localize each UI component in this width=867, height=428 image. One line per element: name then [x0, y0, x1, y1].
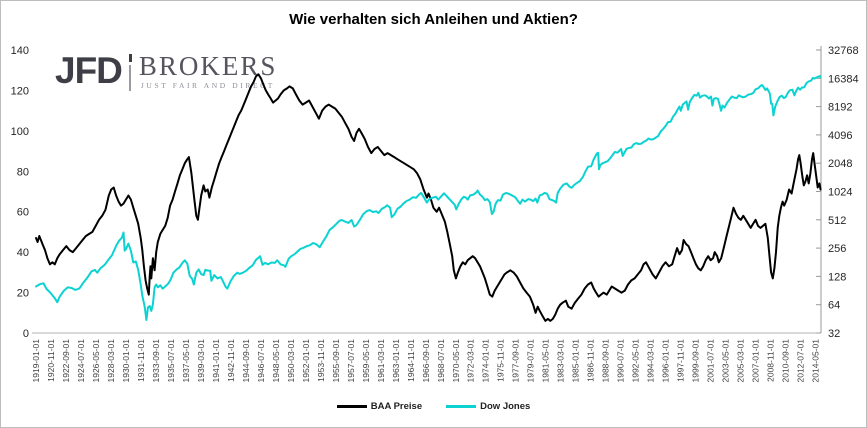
left-axis-tick-label: 0	[23, 328, 29, 340]
x-axis-tick-label: 1941-01-01	[211, 339, 221, 383]
x-axis-tick-label: 1930-01-01	[121, 339, 131, 383]
right-axis-tick-label: 32	[828, 328, 840, 340]
x-axis-tick-label: 1983-03-01	[556, 339, 566, 383]
x-axis-tick-label: 1997-11-01	[676, 339, 686, 382]
x-axis-tick-label: 2007-01-01	[751, 339, 761, 383]
x-axis-tick-label: 1944-09-01	[241, 339, 251, 383]
chart-legend: BAA Preise Dow Jones	[1, 398, 866, 414]
x-axis-tick-label: 1955-09-01	[331, 339, 341, 383]
x-axis-tick-label: 1952-01-01	[301, 339, 311, 383]
left-axis-tick-label: 120	[11, 85, 29, 97]
left-axis-tick-label: 140	[11, 45, 29, 57]
logo-jfd-text: JFD	[55, 50, 123, 91]
x-axis-tick-label: 1946-07-01	[256, 339, 266, 383]
x-axis-tick-label: 1928-03-01	[106, 339, 116, 383]
x-axis-tick-label: 1926-05-01	[91, 339, 101, 383]
x-axis-tick-label: 2012-07-01	[796, 339, 806, 383]
x-axis-tick-label: 1920-11-01	[46, 339, 56, 382]
legend-label-baa: BAA Preise	[370, 400, 423, 412]
right-axis-tick-label: 16384	[828, 73, 859, 85]
x-axis-tick-label: 1979-07-01	[526, 339, 536, 383]
left-axis-tick-label: 100	[11, 126, 29, 138]
legend-label-dow: Dow Jones	[480, 400, 531, 412]
baa-preise-series-line	[35, 73, 822, 322]
x-axis-tick-label: 1964-11-01	[406, 339, 416, 382]
x-axis-tick-label: 1988-09-01	[601, 339, 611, 383]
x-axis-tick-label: 1924-07-01	[76, 339, 86, 383]
dow-line-swatch	[446, 404, 477, 408]
logo-brokers-text: BROKERS	[138, 51, 278, 81]
legend-item-dow: Dow Jones	[446, 401, 530, 412]
x-axis-tick-label: 1922-09-01	[61, 339, 71, 383]
x-axis-tick-label: 1937-05-01	[181, 339, 191, 383]
baa-line-swatch	[336, 404, 367, 408]
x-axis-tick-label: 1968-07-01	[436, 339, 446, 383]
x-axis-tick-label: 1985-01-01	[571, 339, 581, 383]
x-axis-tick-label: 2005-03-01	[736, 339, 746, 383]
x-axis-tick-label: 1992-05-01	[631, 339, 641, 383]
jfd-brokers-logo: JFD BROKERS JUST FAIR AND DIRECT	[55, 51, 277, 91]
x-axis-tick-label: 2014-05-01	[811, 339, 821, 383]
right-axis-tick-label: 512	[828, 215, 846, 227]
x-axis-tick-label: 1950-03-01	[286, 339, 296, 383]
x-axis-tick-label: 1933-09-01	[151, 339, 161, 383]
logo-tagline-text: JUST FAIR AND DIRECT	[140, 81, 275, 90]
x-axis-tick-label: 1981-05-01	[541, 339, 551, 383]
x-axis-tick-label: 1939-03-01	[196, 339, 206, 383]
x-axis-tick-label: 1977-09-01	[511, 339, 521, 383]
x-axis-tick-label: 1957-07-01	[346, 339, 356, 383]
x-axis-tick-label: 1975-11-01	[496, 339, 506, 382]
x-axis-tick-label: 1942-11-01	[226, 339, 236, 382]
dow-jones-series-line	[35, 75, 822, 321]
x-axis-tick-label: 1999-09-01	[691, 339, 701, 383]
x-axis-tick-label: 2010-09-01	[781, 339, 791, 383]
left-axis-tick-label: 60	[17, 207, 29, 219]
x-axis-tick-label: 1990-07-01	[616, 339, 626, 383]
x-axis-tick-label: 2008-11-01	[766, 339, 776, 382]
right-axis-tick-label: 4096	[828, 130, 852, 142]
x-axis-tick-label: 1935-07-01	[166, 339, 176, 383]
right-axis-tick-label: 128	[828, 271, 846, 283]
logo-wordmark: BROKERS JUST FAIR AND DIRECT	[138, 51, 278, 91]
right-axis-tick-label: 32768	[828, 45, 859, 57]
left-axis-tick-label: 20	[17, 288, 29, 300]
right-axis-tick-label: 1024	[828, 187, 852, 199]
x-axis-tick-label: 2001-07-01	[706, 339, 716, 383]
x-axis-tick-label: 1959-05-01	[361, 339, 371, 383]
x-axis-tick-label: 1986-11-01	[586, 339, 596, 382]
x-axis-tick-label: 1931-11-01	[136, 339, 146, 382]
x-axis-tick-label: 1972-03-01	[466, 339, 476, 383]
logo-divider	[128, 54, 132, 91]
right-axis-tick-label: 8192	[828, 102, 852, 114]
x-axis-tick-label: 1996-01-01	[661, 339, 671, 383]
x-axis-tick-label: 1974-01-01	[481, 339, 491, 383]
right-axis-tick-label: 64	[828, 300, 840, 312]
left-axis-tick-label: 80	[17, 166, 29, 178]
x-axis-tick-label: 1961-03-01	[376, 339, 386, 383]
x-axis-tick-label: 1970-05-01	[451, 339, 461, 383]
x-axis-tick-label: 1963-01-01	[391, 339, 401, 383]
x-axis-tick-label: 2003-05-01	[721, 339, 731, 383]
right-axis-tick-label: 2048	[828, 158, 852, 170]
right-axis-tick-label: 256	[828, 243, 846, 255]
legend-item-baa: BAA Preise	[336, 400, 423, 412]
x-axis-tick-label: 1919-01-01	[31, 339, 41, 383]
page-title: Wie verhalten sich Anleihen und Aktien?	[289, 11, 578, 28]
x-axis-tick-label: 1994-03-01	[646, 339, 656, 383]
left-axis-tick-label: 40	[17, 247, 29, 259]
x-axis-tick-label: 1953-11-01	[316, 339, 326, 382]
x-axis-tick-label: 1966-09-01	[421, 339, 431, 383]
x-axis-tick-label: 1948-05-01	[271, 339, 281, 383]
